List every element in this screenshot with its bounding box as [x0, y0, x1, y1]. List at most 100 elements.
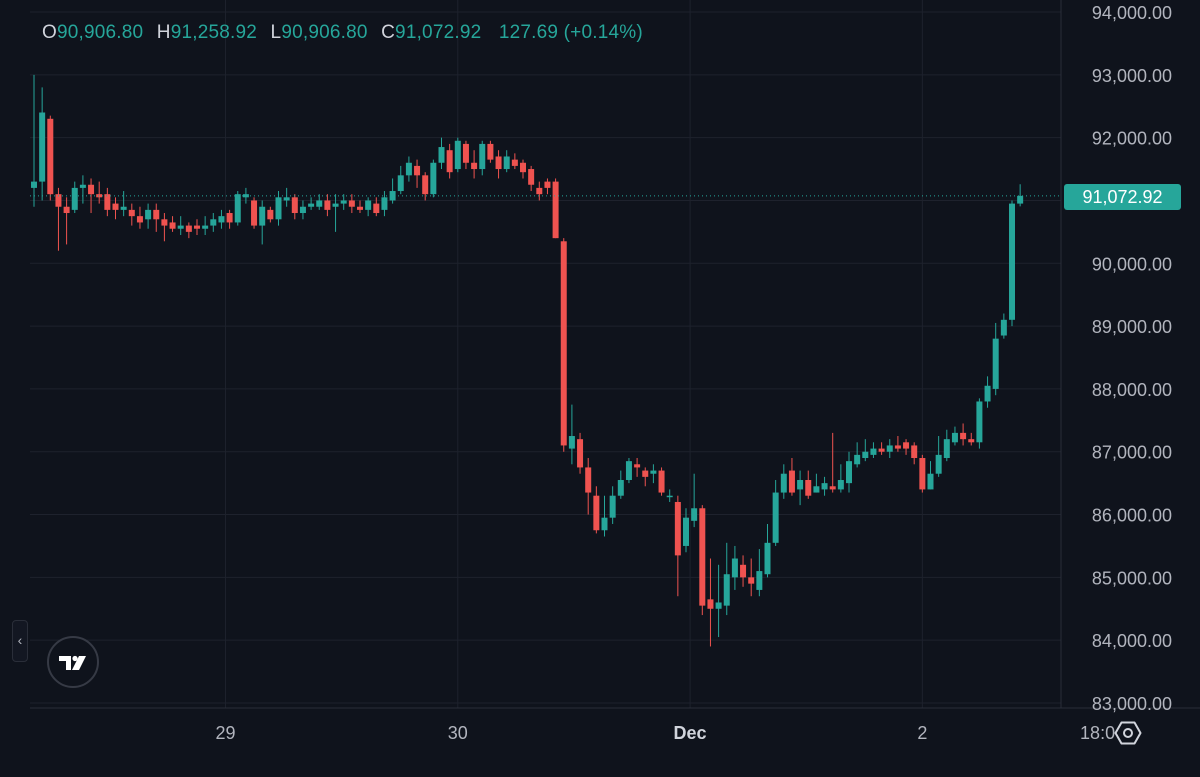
- candle: [291, 194, 298, 220]
- candle: [837, 464, 844, 493]
- price-tick-label: 84,000.00: [1092, 631, 1172, 651]
- candle: [601, 495, 608, 537]
- candle: [943, 429, 950, 462]
- candle: [552, 178, 559, 239]
- candle: [528, 165, 535, 192]
- candle: [829, 432, 836, 493]
- tradingview-logo-icon[interactable]: [47, 636, 99, 688]
- candle: [332, 194, 339, 232]
- candle: [821, 476, 828, 496]
- candle: [658, 467, 665, 496]
- candle: [104, 187, 111, 217]
- price-axis[interactable]: 94,000.0093,000.0092,000.0091,000.0090,0…: [1092, 3, 1172, 714]
- candle: [136, 206, 143, 229]
- candle: [666, 489, 673, 502]
- candle: [854, 442, 861, 468]
- settings-hexagon-icon[interactable]: [1113, 718, 1143, 748]
- candle: [397, 165, 404, 195]
- candle: [454, 137, 461, 173]
- candle: [740, 555, 747, 587]
- candle: [927, 461, 934, 490]
- candle: [267, 206, 274, 223]
- candle: [870, 442, 877, 459]
- candle: [699, 505, 706, 616]
- candle: [438, 137, 445, 170]
- candle: [674, 495, 681, 597]
- price-tick-label: 93,000.00: [1092, 66, 1172, 86]
- candle: [194, 219, 200, 236]
- candle: [357, 200, 363, 214]
- candle: [63, 197, 70, 245]
- candle: [471, 150, 478, 179]
- candle: [503, 150, 510, 173]
- time-axis[interactable]: 29 30 Dec 2 18:0: [216, 723, 1116, 743]
- candle: [389, 178, 396, 204]
- candle: [210, 213, 217, 232]
- candle: [715, 564, 722, 638]
- price-tick-label: 83,000.00: [1092, 694, 1172, 714]
- candle: [169, 216, 176, 232]
- candle: [593, 486, 600, 534]
- high-label: H: [156, 22, 171, 43]
- price-tick-label: 88,000.00: [1092, 380, 1172, 400]
- price-change: 127.69 (+0.14%): [498, 22, 643, 43]
- candle: [634, 458, 641, 477]
- candle: [780, 464, 787, 499]
- candle: [299, 200, 306, 220]
- price-tick-label: 94,000.00: [1092, 3, 1172, 23]
- candle: [544, 178, 551, 195]
- candle: [691, 473, 698, 528]
- price-tick-label: 86,000.00: [1092, 506, 1172, 526]
- candle: [560, 238, 567, 452]
- candle: [625, 458, 632, 484]
- candle: [161, 213, 168, 242]
- open-label: O: [42, 22, 57, 43]
- candle: [348, 194, 355, 214]
- low-label: L: [270, 22, 282, 43]
- candle: [650, 464, 657, 484]
- candle: [772, 479, 779, 546]
- price-tick-label: 90,000.00: [1092, 254, 1172, 274]
- candle: [96, 181, 103, 204]
- candle: [495, 150, 502, 179]
- candle: [577, 432, 584, 474]
- collapse-toolbar-button[interactable]: ‹: [12, 620, 28, 662]
- price-tick-label: 89,000.00: [1092, 317, 1172, 337]
- candle: [805, 470, 812, 499]
- time-tick-label: 29: [216, 723, 236, 743]
- candle: [764, 523, 771, 578]
- candle: [846, 451, 852, 493]
- candle: [226, 209, 233, 229]
- candle: [31, 74, 37, 207]
- candle: [414, 159, 421, 188]
- chart-grid: [30, 0, 1061, 708]
- candle: [511, 153, 518, 170]
- candle: [723, 542, 730, 616]
- candle: [617, 470, 624, 499]
- candles: [31, 74, 1024, 647]
- high-value: 91,258.92: [170, 22, 258, 43]
- low-value: 90,906.80: [281, 22, 368, 43]
- candle: [797, 470, 804, 506]
- time-tick-label: 30: [448, 723, 468, 743]
- chevron-left-icon: ‹: [17, 632, 23, 648]
- candle: [316, 194, 323, 210]
- candle: [283, 187, 290, 207]
- candle: [1009, 200, 1015, 327]
- candle: [145, 203, 152, 229]
- candle: [886, 439, 893, 459]
- candle: [373, 197, 380, 217]
- candle: [707, 558, 714, 647]
- candle: [47, 115, 54, 201]
- candle: [536, 181, 543, 201]
- candle: [242, 187, 249, 204]
- candle: [177, 216, 184, 236]
- candle: [446, 143, 453, 179]
- candle: [185, 222, 192, 239]
- time-tick-label: Dec: [674, 723, 707, 743]
- candle: [55, 187, 62, 251]
- candle: [748, 558, 755, 597]
- ohlc-legend: O90,906.80 H91,258.92 L90,906.80 C91,072…: [42, 22, 643, 44]
- candle: [878, 442, 885, 455]
